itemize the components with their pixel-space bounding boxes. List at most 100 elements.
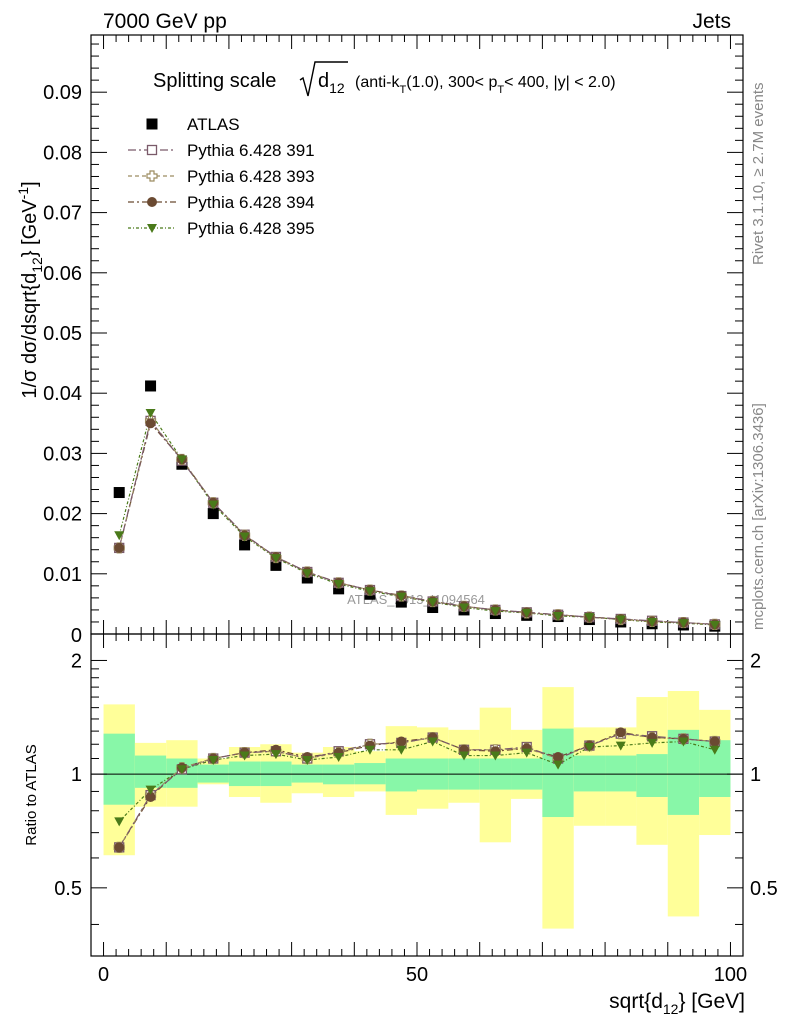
y-tick-label: 0.08	[43, 142, 82, 164]
data-point-s0-0	[113, 487, 125, 499]
data-point-s0-5	[270, 559, 282, 571]
ratio-point-s4-16	[615, 741, 626, 751]
plot-title: Splitting scale d12 (anti-kT(1.0), 300< …	[153, 61, 616, 97]
ratio-line-4	[118, 740, 715, 822]
marker-triangle-down	[490, 751, 501, 761]
main-data	[113, 380, 721, 632]
legend-marker-0	[146, 118, 158, 130]
marker-triangle-down	[521, 608, 532, 618]
title-sqrt-arg: d	[318, 70, 329, 92]
ratio-point-s4-1	[145, 785, 156, 795]
main-ylabel-sup: -1	[15, 187, 31, 200]
marker-triangle-down	[615, 615, 626, 625]
y-tick-label: 0.04	[43, 383, 82, 405]
marker-triangle-down	[709, 620, 720, 630]
data-point-s4-12	[490, 607, 501, 617]
marker-triangle-down	[145, 409, 156, 419]
svg-text:Splitting scale: Splitting scale	[153, 70, 276, 92]
ratio-point-s3-16	[615, 727, 626, 738]
data-point-s4-16	[615, 615, 626, 625]
legend-label-1: Pythia 6.428 391	[187, 141, 315, 160]
ratio-point-s4-5	[270, 750, 281, 760]
ratio-point-s4-12	[490, 751, 501, 761]
data-point-s4-17	[647, 617, 658, 627]
y-tick-label: 0.07	[43, 203, 82, 225]
marker-triangle-down	[647, 617, 658, 627]
ratio-point-s4-8	[364, 745, 375, 755]
main-panel: 0.01 0.02 0.03 0.04 0.05 0.06 0.07 0.08 0.09 0 AT…	[15, 34, 744, 647]
data-point-s4-7	[333, 580, 344, 590]
marker-triangle-down	[427, 598, 438, 608]
marker-circle-filled	[615, 727, 626, 738]
data-point-s4-3	[208, 500, 219, 510]
ratio-point-s4-3	[208, 756, 219, 766]
marker-triangle-down	[208, 756, 219, 766]
ratio-point-s3-9	[396, 736, 407, 747]
title-sqrt-sub: 12	[329, 80, 345, 96]
ratio-ytick-label-right: 2	[750, 650, 761, 672]
marker-triangle-down	[396, 745, 407, 755]
band-inner-15	[573, 755, 606, 792]
y-tick-label: 0.06	[43, 263, 82, 285]
marker-triangle-down	[270, 554, 281, 564]
ratio-point-s4-7	[333, 753, 344, 763]
marker-triangle-down	[364, 745, 375, 755]
legend: ATLAS Pythia 6.428 391 Pythia 6.428 393 Pyt…	[128, 115, 315, 238]
marker-triangle-down	[239, 532, 250, 542]
main-ylabel-tail: } [GeV	[19, 199, 41, 257]
rivet-label: Rivet 3.1.10, ≥ 2.7M events	[750, 83, 767, 266]
ratio-xlabel-sub: 12	[663, 1001, 679, 1017]
data-point-s4-6	[302, 569, 313, 579]
ratio-ticks: 0.5 0.5 1 1 2 2 0 50 100	[54, 634, 778, 986]
title-prefix: Splitting scale	[153, 70, 276, 92]
y-tick-label: 0.01	[43, 564, 82, 586]
data-point-s0-3	[207, 508, 219, 520]
ratio-frame	[90, 633, 744, 957]
svg-text:(anti-kT(1.0), 300< pT< 400, |: (anti-kT(1.0), 300< pT< 400, |y| < 2.0)	[355, 74, 616, 96]
marker-triangle-down	[678, 737, 689, 747]
data-point-s0-4	[239, 539, 251, 551]
marker-triangle-down	[145, 785, 156, 795]
ratio-ylabel: Ratio to ATLAS	[23, 744, 40, 845]
marker-triangle-down	[239, 751, 250, 761]
ratio-ytick-label-left: 0.5	[54, 878, 82, 900]
data-point-s4-0	[114, 531, 125, 541]
ratio-ytick-label-left: 1	[71, 764, 82, 786]
marker-circle-filled	[114, 842, 125, 853]
ratio-point-s4-18	[678, 737, 689, 747]
ratio-point-s4-9	[396, 745, 407, 755]
data-point-s4-1	[145, 409, 156, 419]
legend-marker-3	[147, 197, 157, 207]
ratio-point-s4-19	[709, 745, 720, 755]
ratio-point-s4-6	[302, 756, 313, 766]
data-point-s4-19	[709, 620, 720, 630]
marker-square-filled	[270, 559, 282, 571]
band-inner-9	[385, 758, 417, 792]
main-ylabel-sub: 12	[29, 257, 45, 273]
marker-triangle-down	[427, 737, 438, 747]
marker-triangle-down	[396, 592, 407, 602]
data-point-s0-10	[427, 602, 439, 614]
legend-label-0: ATLAS	[187, 115, 240, 134]
marker-triangle-down	[521, 748, 532, 758]
marker-circle-filled	[147, 197, 157, 207]
marker-square-open	[146, 144, 158, 156]
ratio-xlabel-text: sqrt{d	[609, 990, 663, 1013]
marker-triangle-down	[333, 580, 344, 590]
marker-circle-filled	[396, 736, 407, 747]
legend-marker-1	[146, 144, 158, 156]
ratio-xlabel: sqrt{d12} [GeV]	[609, 990, 745, 1017]
y-tick-label: 0.02	[43, 504, 82, 526]
ratio-xtick-label: 100	[714, 964, 747, 986]
marker-triangle-down	[678, 619, 689, 629]
data-point-s4-14	[553, 611, 564, 621]
marker-square-filled	[207, 508, 219, 520]
y-tick-label-zero: 0	[71, 625, 82, 647]
ratio-point-s3-19	[709, 736, 720, 747]
data-point-s4-10	[427, 598, 438, 608]
data-point-s4-2	[176, 455, 187, 465]
marker-triangle-down	[459, 751, 470, 761]
band-inner-3	[197, 764, 229, 783]
ratio-point-s4-11	[459, 751, 470, 761]
data-point-s4-18	[678, 619, 689, 629]
